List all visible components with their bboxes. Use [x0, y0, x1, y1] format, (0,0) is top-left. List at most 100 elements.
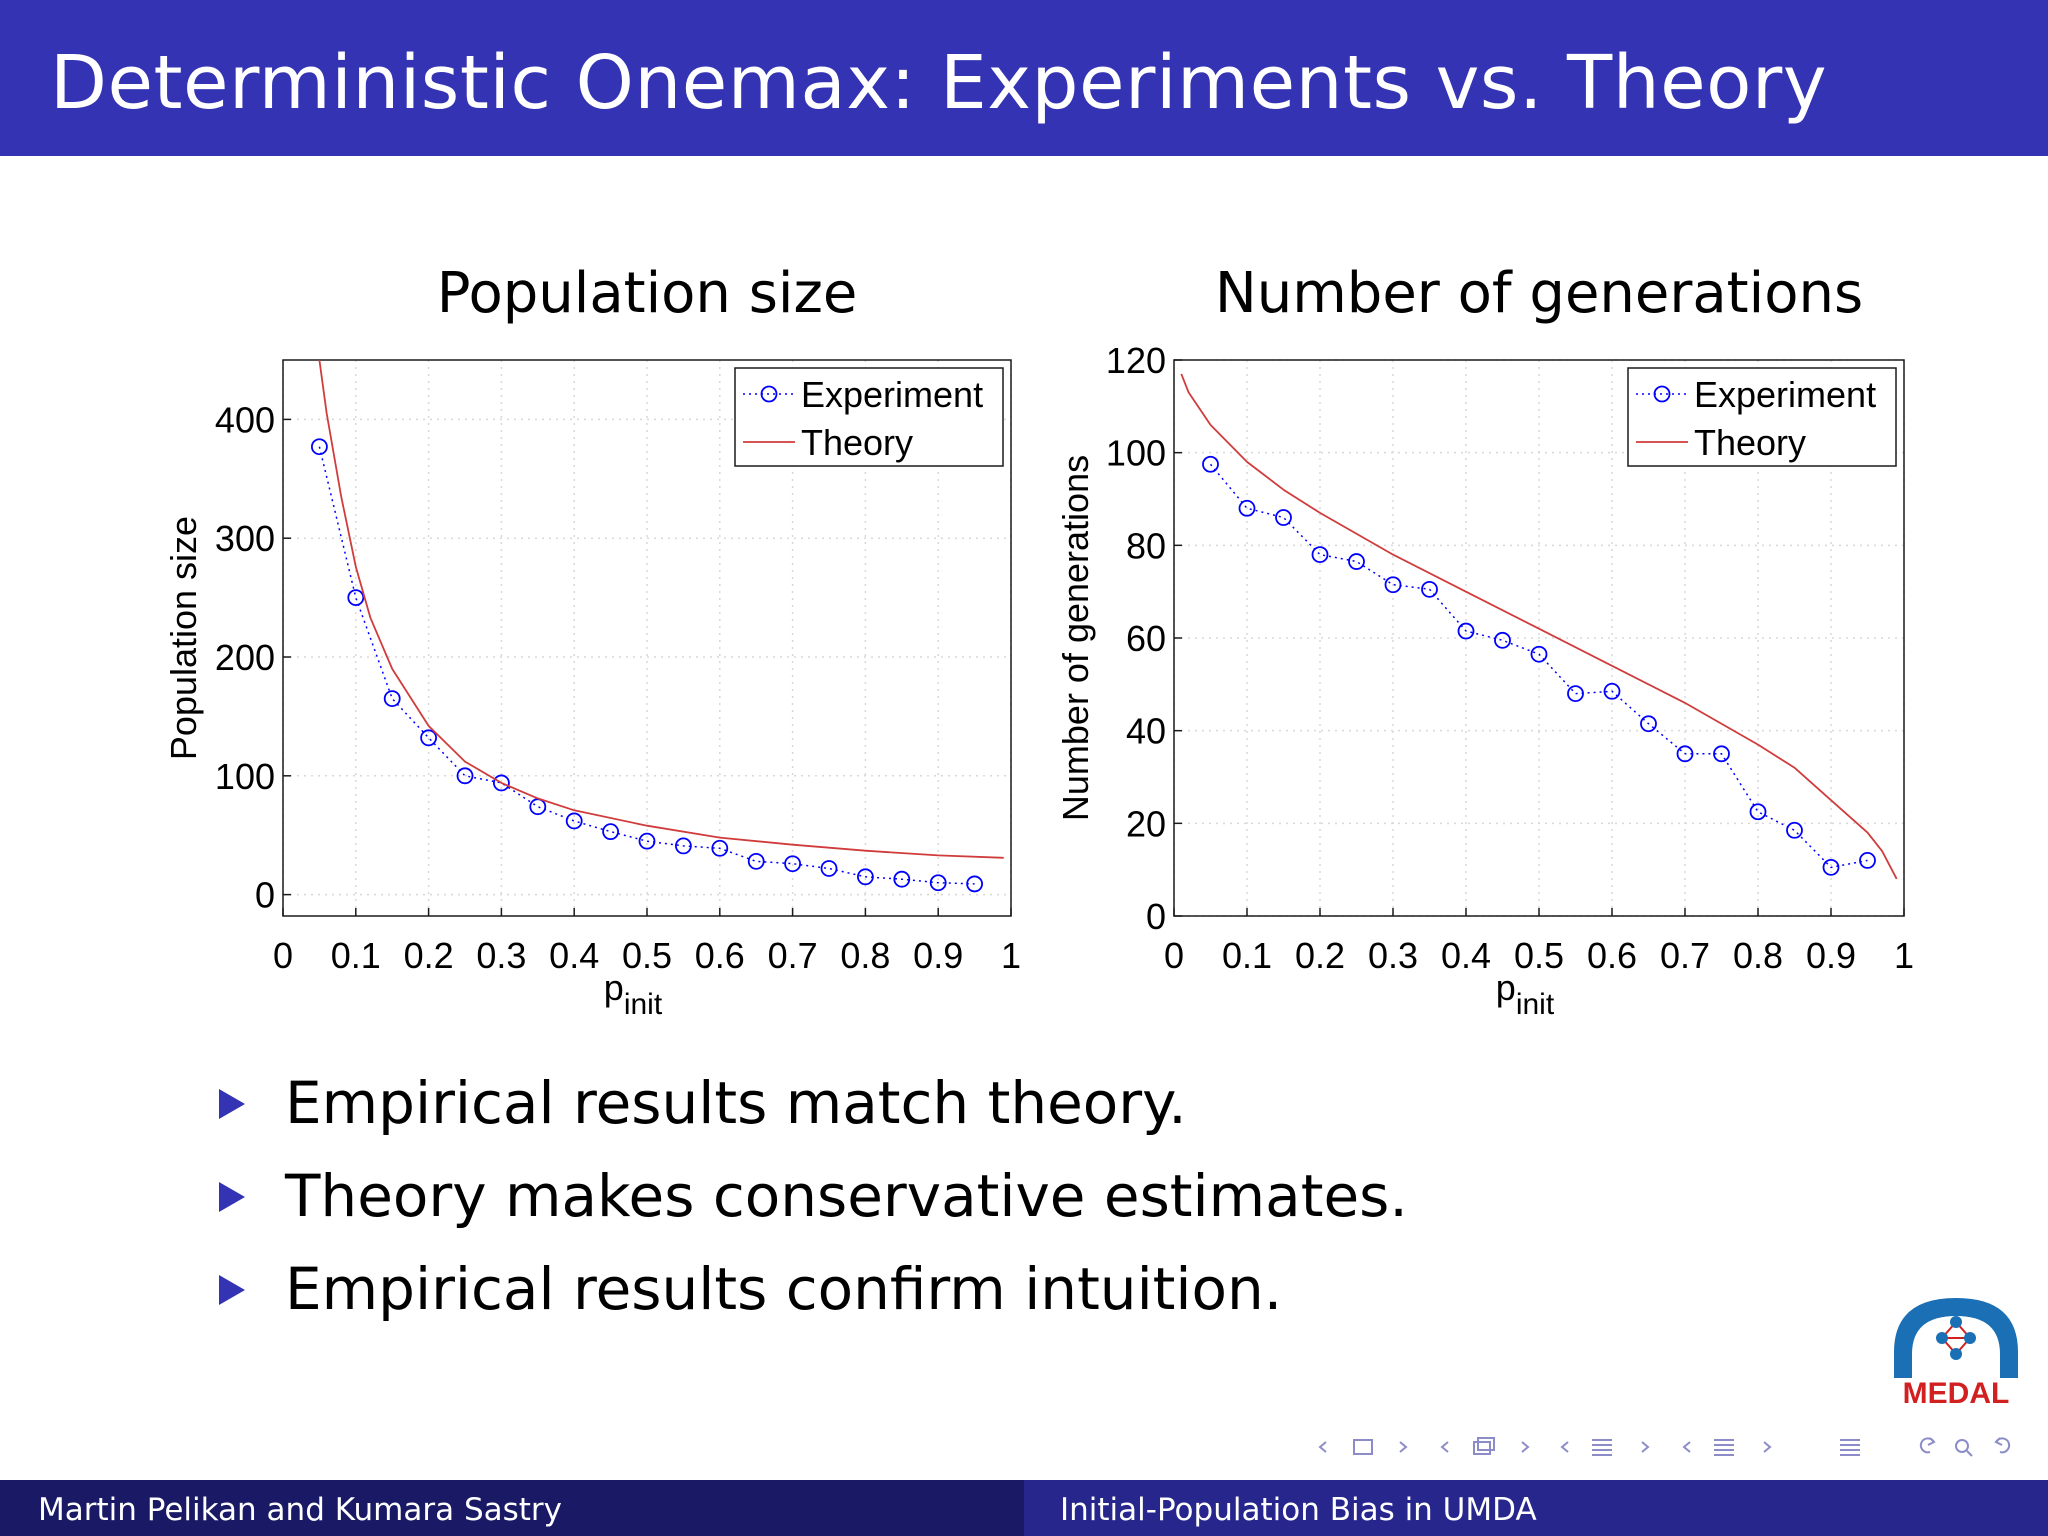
footer-left: Martin Pelikan and Kumara Sastry — [0, 1480, 1024, 1536]
legend-label: Theory — [1694, 422, 1806, 463]
y-tick-label: 300 — [215, 518, 275, 559]
bullet-text: Empirical results match theory. — [285, 1069, 1187, 1137]
x-tick-label: 0.2 — [404, 935, 454, 976]
experiment-point — [1275, 509, 1292, 526]
experiment-point — [1238, 499, 1256, 517]
experiment-point — [420, 729, 438, 747]
legend-experiment-marker — [760, 385, 778, 403]
logo-network-icon — [1936, 1316, 1976, 1360]
y-tick-label: 200 — [215, 637, 275, 678]
y-tick-label: 20 — [1126, 803, 1166, 844]
y-tick-label: 100 — [1106, 433, 1166, 474]
plot-area — [310, 360, 1004, 893]
experiment-point — [784, 855, 801, 873]
plot-area — [1180, 373, 1898, 880]
legend-label: Experiment — [801, 374, 983, 415]
x-tick-label: 0.9 — [1806, 935, 1856, 976]
bullet-arrow-icon — [219, 1275, 245, 1305]
nav-subsection-icon[interactable] — [1440, 1437, 1530, 1455]
experiment-point — [1494, 631, 1511, 649]
nav-search-icon[interactable] — [1955, 1439, 1973, 1457]
y-tick-label: 40 — [1126, 711, 1166, 752]
experiment-point — [1384, 576, 1402, 594]
experiment-point — [565, 812, 583, 830]
chart-title: Number of generations — [1215, 261, 1863, 326]
x-tick-label: 0.7 — [768, 935, 818, 976]
experiment-point — [893, 870, 911, 888]
bullet-text: Empirical results confirm intuition. — [285, 1255, 1283, 1323]
experiment-point — [1348, 553, 1365, 570]
y-axis-label: Number of generations — [1055, 455, 1096, 821]
nav-frame-icon[interactable] — [1318, 1439, 1408, 1455]
y-tick-label: 80 — [1126, 525, 1166, 566]
x-tick-label: 0 — [273, 935, 293, 976]
legend-box — [734, 367, 1004, 467]
legend: Experiment Theory — [734, 367, 1004, 467]
experiment-point — [1202, 455, 1219, 473]
x-tick-label: 0.8 — [840, 935, 890, 976]
experiment-point — [1676, 745, 1694, 763]
y-axis-label: Population size — [163, 516, 204, 760]
theory-line — [318, 360, 1004, 859]
legend-label: Theory — [801, 422, 913, 463]
legend-experiment-marker — [1653, 385, 1671, 403]
x-tick-label: 0.3 — [476, 935, 526, 976]
y-tick-label: 60 — [1126, 618, 1166, 659]
chart-generations: 0 0.1 0.2 0.3 0.4 0.5 0.6 0.7 0.8 0.9 1 0 20 40 60 80 10… — [1055, 261, 1914, 1021]
experiment-line — [1209, 463, 1868, 869]
title-bar: Deterministic Onemax: Experiments vs. Th… — [0, 0, 2048, 156]
x-tick-label: 0.6 — [695, 935, 745, 976]
x-tick-label: 0.2 — [1295, 935, 1345, 976]
y-tick-label: 400 — [215, 399, 275, 440]
footer-authors: Martin Pelikan and Kumara Sastry — [38, 1492, 563, 1528]
y-tick-label: 120 — [1106, 340, 1166, 381]
x-tick-label: 0.9 — [913, 935, 963, 976]
experiment-point — [1421, 580, 1438, 598]
y-tick-label: 100 — [215, 756, 275, 797]
nav-toc-icon[interactable] — [1840, 1439, 1860, 1456]
medal-logo: MEDAL — [1882, 1298, 2030, 1410]
experiment-point — [529, 798, 547, 816]
x-tick-label: 1 — [1894, 935, 1914, 976]
x-tick-label: 0.8 — [1733, 935, 1783, 976]
bullet-arrow-icon — [219, 1089, 245, 1119]
x-tick-label: 0.6 — [1587, 935, 1637, 976]
experiment-point — [1603, 682, 1621, 700]
experiment-point — [1530, 645, 1548, 663]
legend: Experiment Theory — [1627, 367, 1897, 467]
footer: Martin Pelikan and Kumara Sastry Initial… — [0, 1480, 2048, 1536]
experiment-point — [1567, 685, 1584, 702]
x-tick-label: 0.1 — [1222, 935, 1272, 976]
x-tick-label: 0 — [1164, 935, 1184, 976]
experiment-point — [1640, 715, 1657, 733]
experiment-point — [383, 690, 401, 707]
y-tick-label: 0 — [1146, 896, 1166, 937]
experiment-point — [1749, 803, 1767, 821]
x-tick-label: 0.3 — [1368, 935, 1418, 976]
nav-back-icon[interactable] — [1919, 1437, 1936, 1454]
bullet-text: Theory makes conservative estimates. — [285, 1162, 1408, 1230]
x-tick-label: 0.5 — [622, 935, 672, 976]
bullet-arrow-icon — [219, 1182, 245, 1212]
experiment-point — [456, 767, 474, 785]
experiment-point — [492, 774, 510, 792]
x-tick-label: 0.7 — [1660, 935, 1710, 976]
nav-forward-icon[interactable] — [1994, 1437, 2011, 1454]
theory-line — [1180, 373, 1898, 880]
chart-population: 0 0.1 0.2 0.3 0.4 0.5 0.6 0.7 0.8 0.9 1 0 100 200 300 4… — [163, 261, 1021, 1021]
experiment-point — [1786, 821, 1803, 839]
x-tick-label: 0.1 — [331, 935, 381, 976]
nav-section-icon[interactable] — [1560, 1439, 1650, 1456]
footer-right: Initial-Population Bias in UMDA — [1024, 1480, 2048, 1536]
x-axis-label: pinit — [1496, 967, 1555, 1021]
experiment-point — [675, 837, 692, 855]
bullet-list: Empirical results match theory. Theory m… — [215, 1065, 1408, 1344]
experiment-point — [1822, 858, 1840, 876]
beamer-navigation — [1318, 1437, 2011, 1457]
logo-banner — [1882, 1378, 2030, 1408]
experiment-point — [347, 589, 365, 607]
experiment-point — [1713, 745, 1730, 763]
footer-talk-title: Initial-Population Bias in UMDA — [1060, 1492, 1537, 1528]
x-tick-label: 1 — [1001, 935, 1021, 976]
nav-document-icon[interactable] — [1682, 1439, 1772, 1456]
